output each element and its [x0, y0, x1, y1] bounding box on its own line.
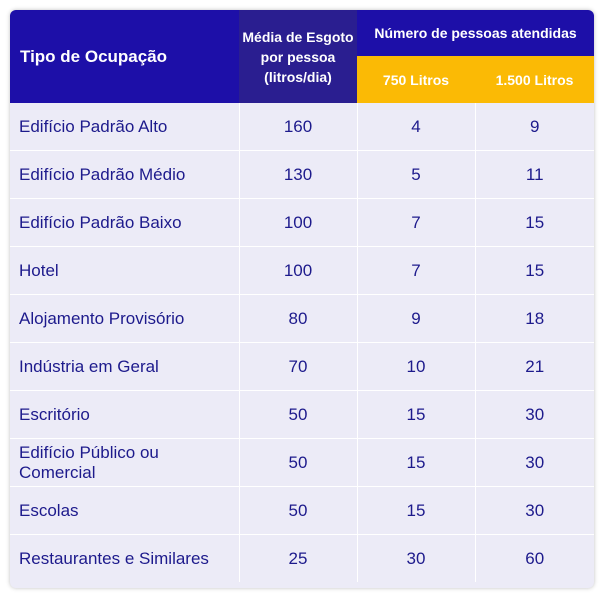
table-row: Escolas 50 15 30 [10, 486, 594, 535]
people-750-cell: 5 [357, 150, 476, 199]
people-750-cell: 10 [357, 342, 476, 391]
people-750-cell: 4 [357, 103, 476, 151]
occupation-cell: Edifício Padrão Baixo [10, 198, 240, 247]
table-row: Edifício Público ou Comercial 50 15 30 [10, 438, 594, 487]
average-cell: 160 [239, 103, 358, 151]
average-cell: 100 [239, 246, 358, 295]
table-row: Indústria em Geral 70 10 21 [10, 342, 594, 391]
people-750-cell: 15 [357, 438, 476, 487]
occupation-cell: Indústria em Geral [10, 342, 240, 391]
average-cell: 50 [239, 486, 358, 535]
average-cell: 70 [239, 342, 358, 391]
people-750-cell: 7 [357, 246, 476, 295]
occupation-cell: Escritório [10, 390, 240, 439]
people-750-cell: 15 [357, 390, 476, 439]
average-cell: 80 [239, 294, 358, 343]
average-cell: 130 [239, 150, 358, 199]
people-1500-cell: 15 [475, 198, 594, 247]
people-750-cell: 7 [357, 198, 476, 247]
header-occupation-type: Tipo de Ocupação [10, 10, 239, 103]
table-row: Escritório 50 15 30 [10, 390, 594, 439]
table-body: Edifício Padrão Alto 160 4 9 Edifício Pa… [10, 103, 594, 582]
header-average-sewage: Média de Esgoto por pessoa (litros/dia) [239, 10, 357, 103]
people-1500-cell: 15 [475, 246, 594, 295]
table-row: Edifício Padrão Médio 130 5 11 [10, 150, 594, 199]
occupation-cell: Edifício Padrão Alto [10, 103, 240, 151]
occupation-cell: Hotel [10, 246, 240, 295]
average-cell: 50 [239, 438, 358, 487]
occupation-cell: Alojamento Provisório [10, 294, 240, 343]
average-cell: 100 [239, 198, 358, 247]
people-750-cell: 9 [357, 294, 476, 343]
average-cell: 50 [239, 390, 358, 439]
header-people-served: Número de pessoas atendidas [357, 10, 594, 56]
average-cell: 25 [239, 534, 358, 582]
table-row: Restaurantes e Similares 25 30 60 [10, 534, 594, 582]
people-1500-cell: 30 [475, 438, 594, 487]
people-1500-cell: 9 [475, 103, 594, 151]
header-average-line-2: por pessoa [260, 48, 336, 65]
people-750-cell: 30 [357, 534, 476, 582]
people-750-cell: 15 [357, 486, 476, 535]
header-average-line-3: (litros/dia) [264, 68, 332, 85]
occupation-cell: Edifício Padrão Médio [10, 150, 240, 199]
header-750-liters: 750 Litros [357, 56, 475, 103]
sewage-table-card: Tipo de Ocupação Média de Esgoto por pes… [10, 10, 594, 588]
people-1500-cell: 30 [475, 486, 594, 535]
table-row: Edifício Padrão Alto 160 4 9 [10, 103, 594, 151]
occupation-cell: Restaurantes e Similares [10, 534, 240, 582]
table-row: Edifício Padrão Baixo 100 7 15 [10, 198, 594, 247]
people-1500-cell: 18 [475, 294, 594, 343]
people-1500-cell: 30 [475, 390, 594, 439]
table-row: Alojamento Provisório 80 9 18 [10, 294, 594, 343]
sewage-table: Tipo de Ocupação Média de Esgoto por pes… [10, 10, 594, 582]
occupation-cell: Edifício Público ou Comercial [10, 438, 240, 487]
table-row: Hotel 100 7 15 [10, 246, 594, 295]
table-header: Tipo de Ocupação Média de Esgoto por pes… [10, 10, 594, 103]
occupation-cell: Escolas [10, 486, 240, 535]
header-1500-liters: 1.500 Litros [475, 56, 594, 103]
header-average-line-1: Média de Esgoto [242, 28, 354, 45]
people-1500-cell: 60 [525, 548, 545, 568]
people-1500-cell: 11 [475, 150, 594, 199]
people-1500-cell: 21 [475, 342, 594, 391]
